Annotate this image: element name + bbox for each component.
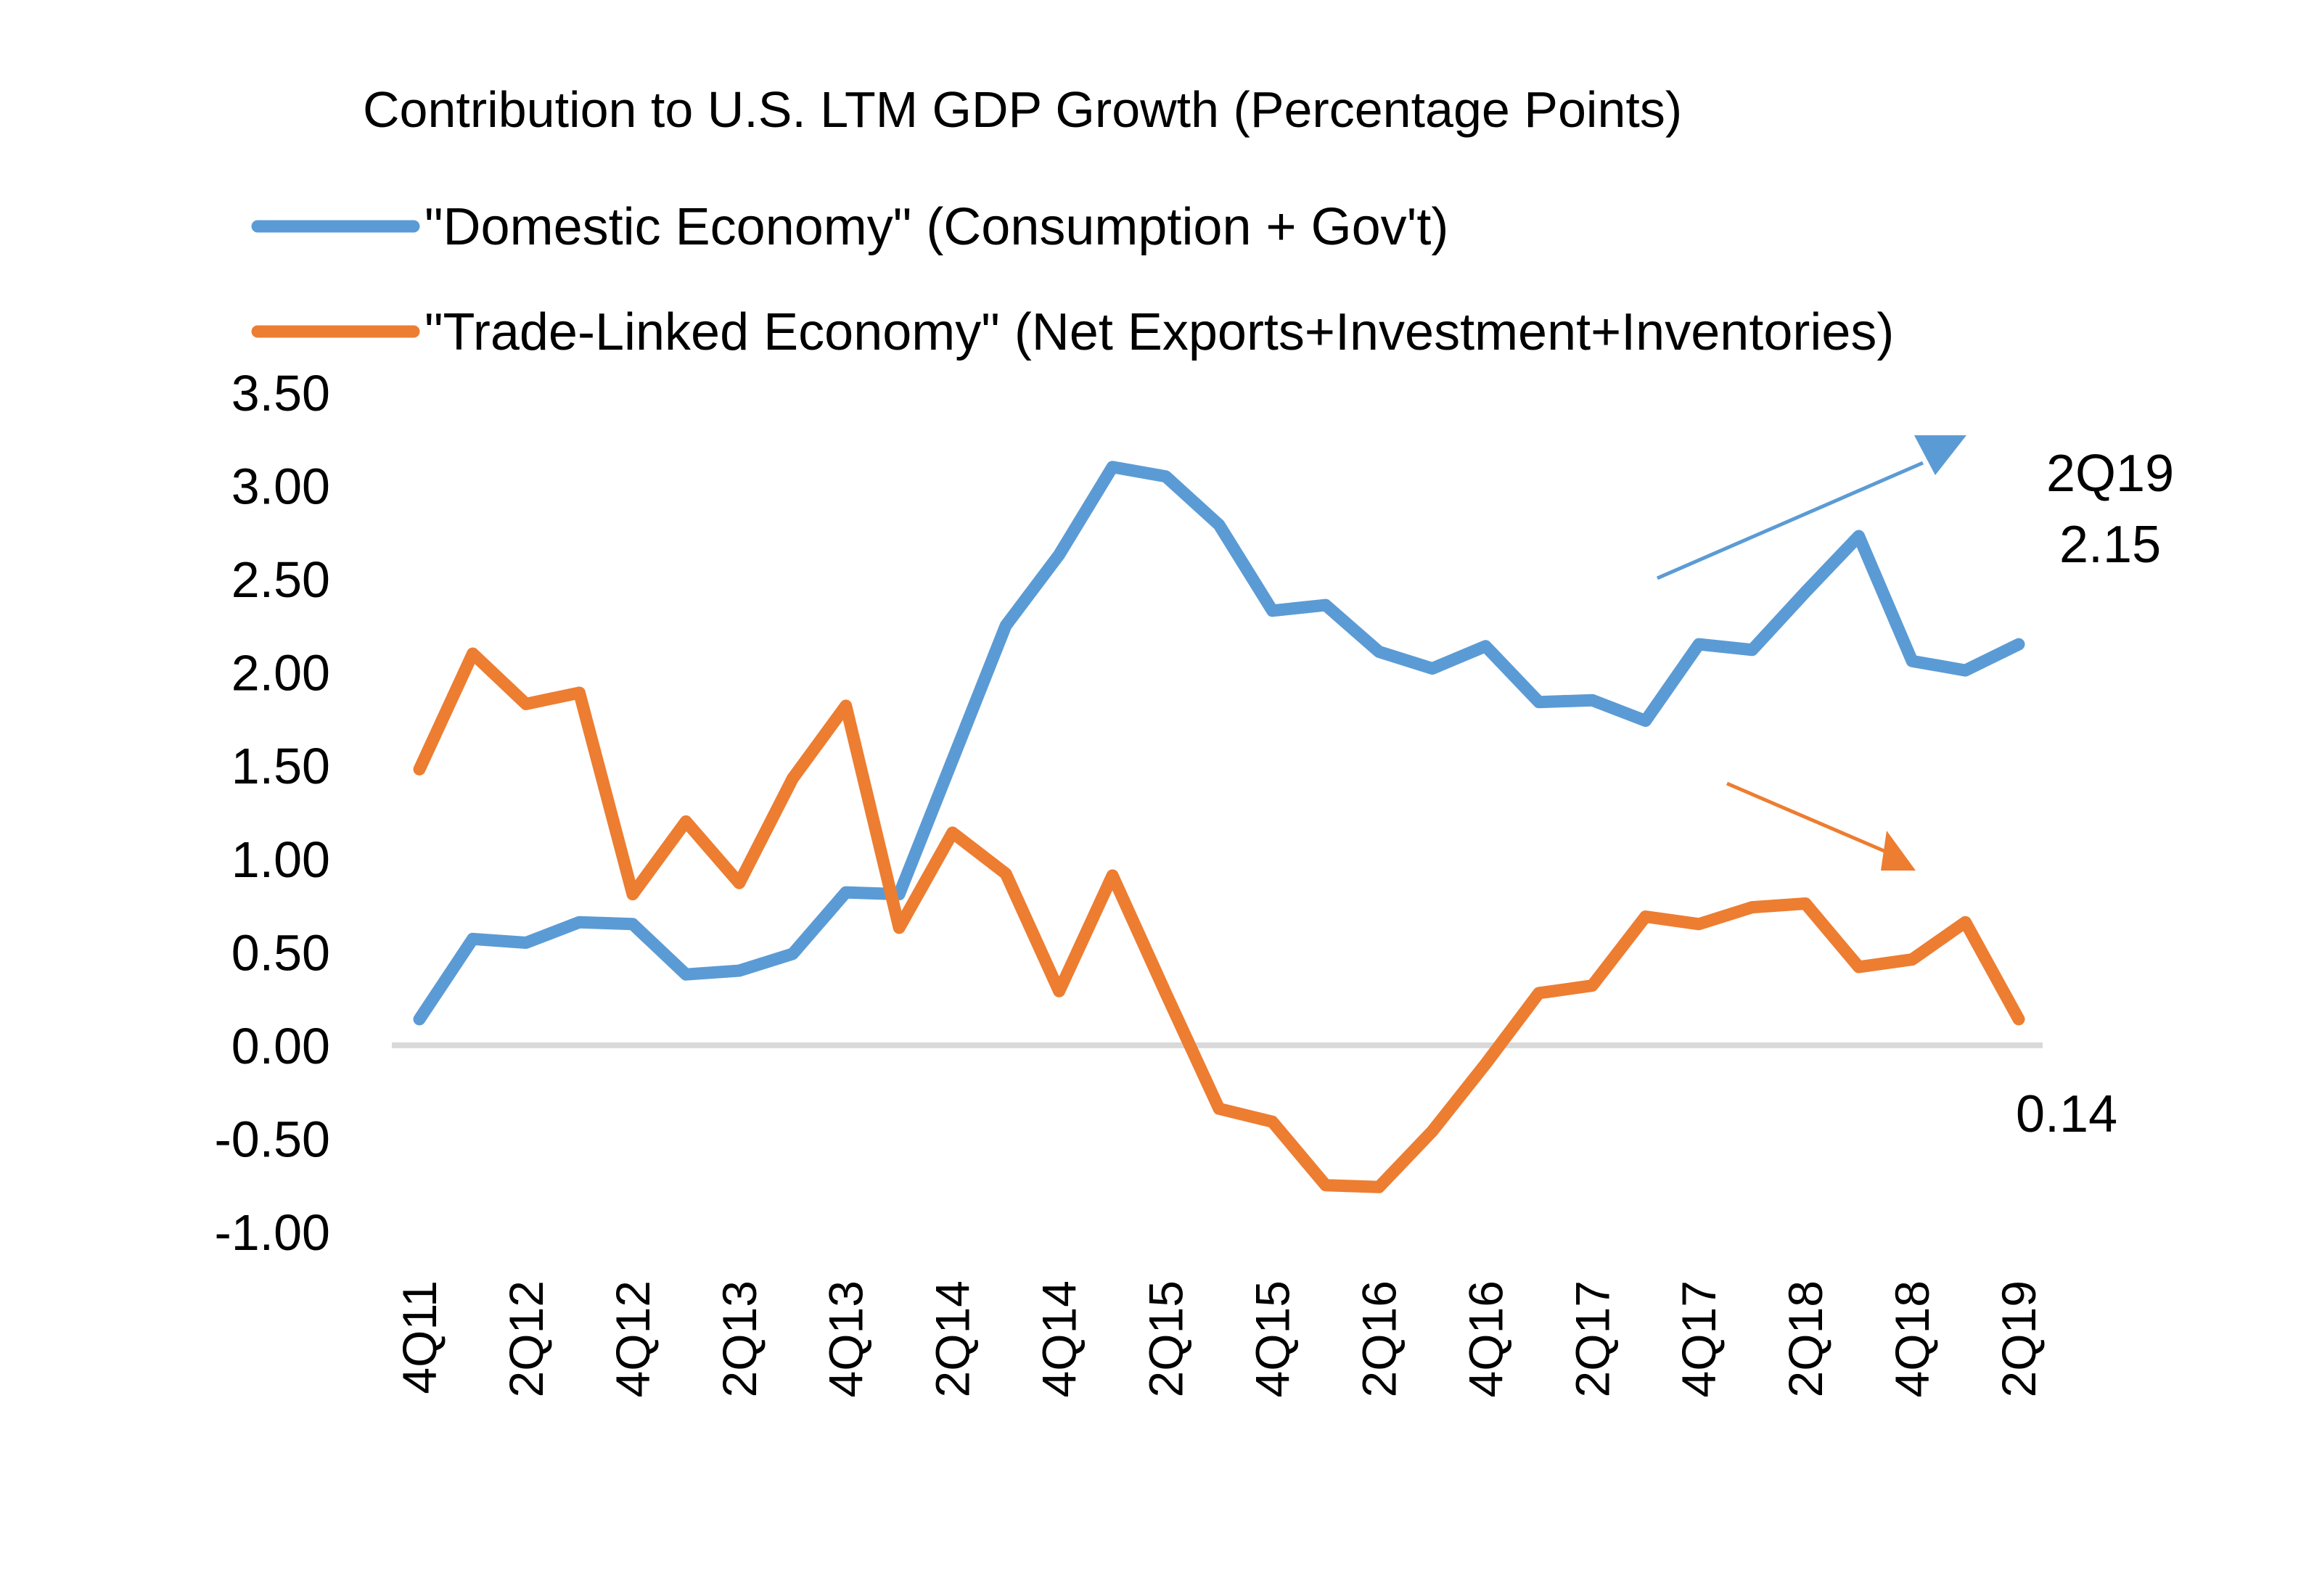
series-line-domestic	[413, 461, 2025, 1026]
x-axis: 4Q11 2Q12 4Q12 2Q13 4Q13 2Q14 4Q14 2Q15 4Q15 2Q16…	[393, 1280, 2046, 1397]
x-tick-label: 2Q16	[1352, 1280, 1406, 1397]
y-axis: 3.50 3.00 2.50 2.00 1.50 1.00 0.50 0.00 -0.50 -1.…	[214, 365, 330, 1261]
y-tick-label: -1.00	[214, 1204, 330, 1261]
chart-title: Contribution to U.S. LTM GDP Growth (Per…	[363, 81, 1682, 138]
x-tick-label: 4Q16	[1459, 1280, 1512, 1397]
x-tick-label: 2Q15	[1139, 1280, 1193, 1397]
y-tick-label: 3.50	[231, 365, 330, 421]
x-tick-label: 2Q18	[1779, 1280, 1832, 1397]
legend-label-trade: "Trade-Linked Economy" (Net Exports+Inve…	[424, 303, 1894, 361]
y-tick-label: 3.00	[231, 458, 330, 515]
series-domestic	[413, 461, 2025, 1026]
x-tick-label: 2Q14	[926, 1280, 980, 1397]
y-tick-label: -0.50	[214, 1111, 330, 1167]
trend-arrow-trade-head	[1881, 831, 1916, 871]
annotation-2q19-label: 2Q19	[2046, 445, 2174, 503]
x-tick-label: 4Q18	[1885, 1280, 1939, 1397]
y-tick-label: 0.00	[231, 1018, 330, 1074]
annotation-trade-value: 0.14	[2016, 1085, 2117, 1143]
series-line-trade	[413, 647, 2025, 1193]
annotation-domestic-value: 2.15	[2059, 516, 2161, 574]
trend-arrow-domestic-shaft	[1657, 461, 1924, 580]
trend-arrow-domestic	[1657, 435, 1966, 580]
y-tick-label: 0.50	[231, 924, 330, 981]
x-tick-label: 2Q12	[499, 1280, 553, 1397]
trend-arrow-trade-shaft	[1726, 781, 1902, 860]
x-tick-label: 4Q14	[1033, 1280, 1086, 1397]
legend-label-domestic: "Domestic Economy" (Consumption + Gov't)	[424, 198, 1448, 256]
legend: "Domestic Economy" (Consumption + Gov't)…	[251, 198, 1894, 361]
trend-arrow-trade	[1726, 781, 1916, 871]
trend-arrow-domestic-head	[1914, 435, 1966, 475]
y-tick-label: 2.50	[231, 551, 330, 608]
y-tick-label: 2.00	[231, 645, 330, 702]
series-trade	[413, 647, 2025, 1193]
x-tick-label: 4Q11	[393, 1280, 446, 1394]
x-tick-label: 2Q13	[713, 1280, 766, 1397]
x-tick-label: 4Q17	[1672, 1280, 1726, 1397]
x-tick-label: 2Q19	[1992, 1280, 2046, 1397]
x-tick-label: 4Q13	[819, 1280, 873, 1397]
y-tick-label: 1.00	[231, 831, 330, 888]
y-tick-label: 1.50	[231, 738, 330, 794]
x-tick-label: 2Q17	[1565, 1280, 1619, 1397]
x-tick-label: 4Q12	[606, 1280, 660, 1397]
x-tick-label: 4Q15	[1245, 1280, 1299, 1397]
series-layer	[413, 461, 2025, 1193]
